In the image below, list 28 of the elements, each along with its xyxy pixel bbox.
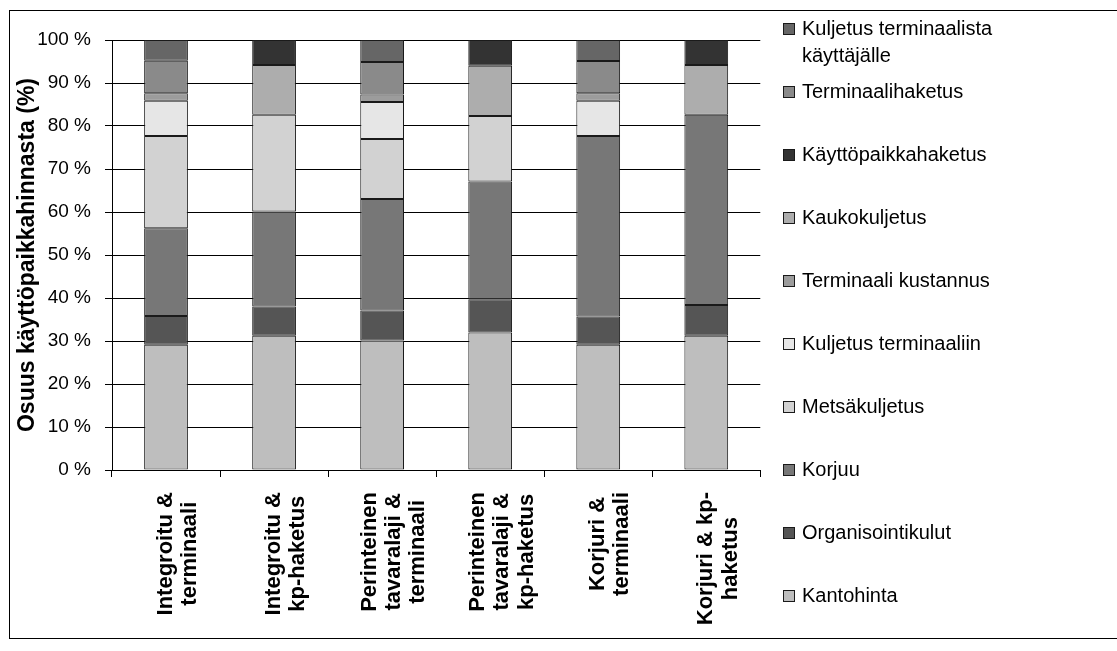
y-tick-label: 80 % bbox=[47, 114, 92, 136]
x-tick-label: Perinteinen tavaralaji & terminaali bbox=[356, 492, 430, 612]
y-tick-label: 70 % bbox=[47, 157, 92, 179]
legend-label: Kuljetus terminaaliin bbox=[802, 331, 981, 356]
x-tick-label: Perinteinen tavaralaji & kp-haketus bbox=[464, 492, 538, 612]
legend-label: Terminaalihaketus bbox=[802, 79, 964, 104]
x-tick-label: Korjuri & kp-haketus bbox=[692, 492, 742, 626]
y-tick-label: 40 % bbox=[47, 286, 92, 308]
legend-label: Korjuu bbox=[802, 457, 860, 482]
y-tick-label: 60 % bbox=[47, 200, 92, 222]
x-tick-label: Integroitu & kp-haketus bbox=[260, 491, 310, 616]
legend-label: Kaukokuljetus bbox=[802, 205, 927, 230]
y-tick-label: 10 % bbox=[47, 415, 92, 437]
legend-label: Käyttöpaikkahaketus bbox=[802, 142, 987, 167]
legend-label: Terminaali kustannus bbox=[802, 268, 990, 293]
legend-label: Metsäkuljetus bbox=[802, 394, 925, 419]
legend-label: Organisointikulut bbox=[802, 520, 951, 545]
x-tick-label: Integroitu & terminaali bbox=[152, 491, 202, 616]
y-tick-label: 30 % bbox=[47, 329, 92, 351]
y-tick-label: 100 % bbox=[37, 28, 92, 50]
y-axis-title: Osuus käyttöpaikkahinnasta (%) bbox=[13, 77, 40, 433]
y-tick-label: 50 % bbox=[47, 243, 92, 265]
legend-label: Kuljetus terminaalista käyttäjälle bbox=[802, 16, 994, 68]
y-tick-label: 0 % bbox=[58, 458, 92, 480]
legend-label: Kantohinta bbox=[802, 583, 898, 608]
y-tick-label: 90 % bbox=[47, 71, 92, 93]
x-tick-label: Korjuri & terminaali bbox=[584, 492, 634, 596]
y-tick-label: 20 % bbox=[47, 372, 92, 394]
